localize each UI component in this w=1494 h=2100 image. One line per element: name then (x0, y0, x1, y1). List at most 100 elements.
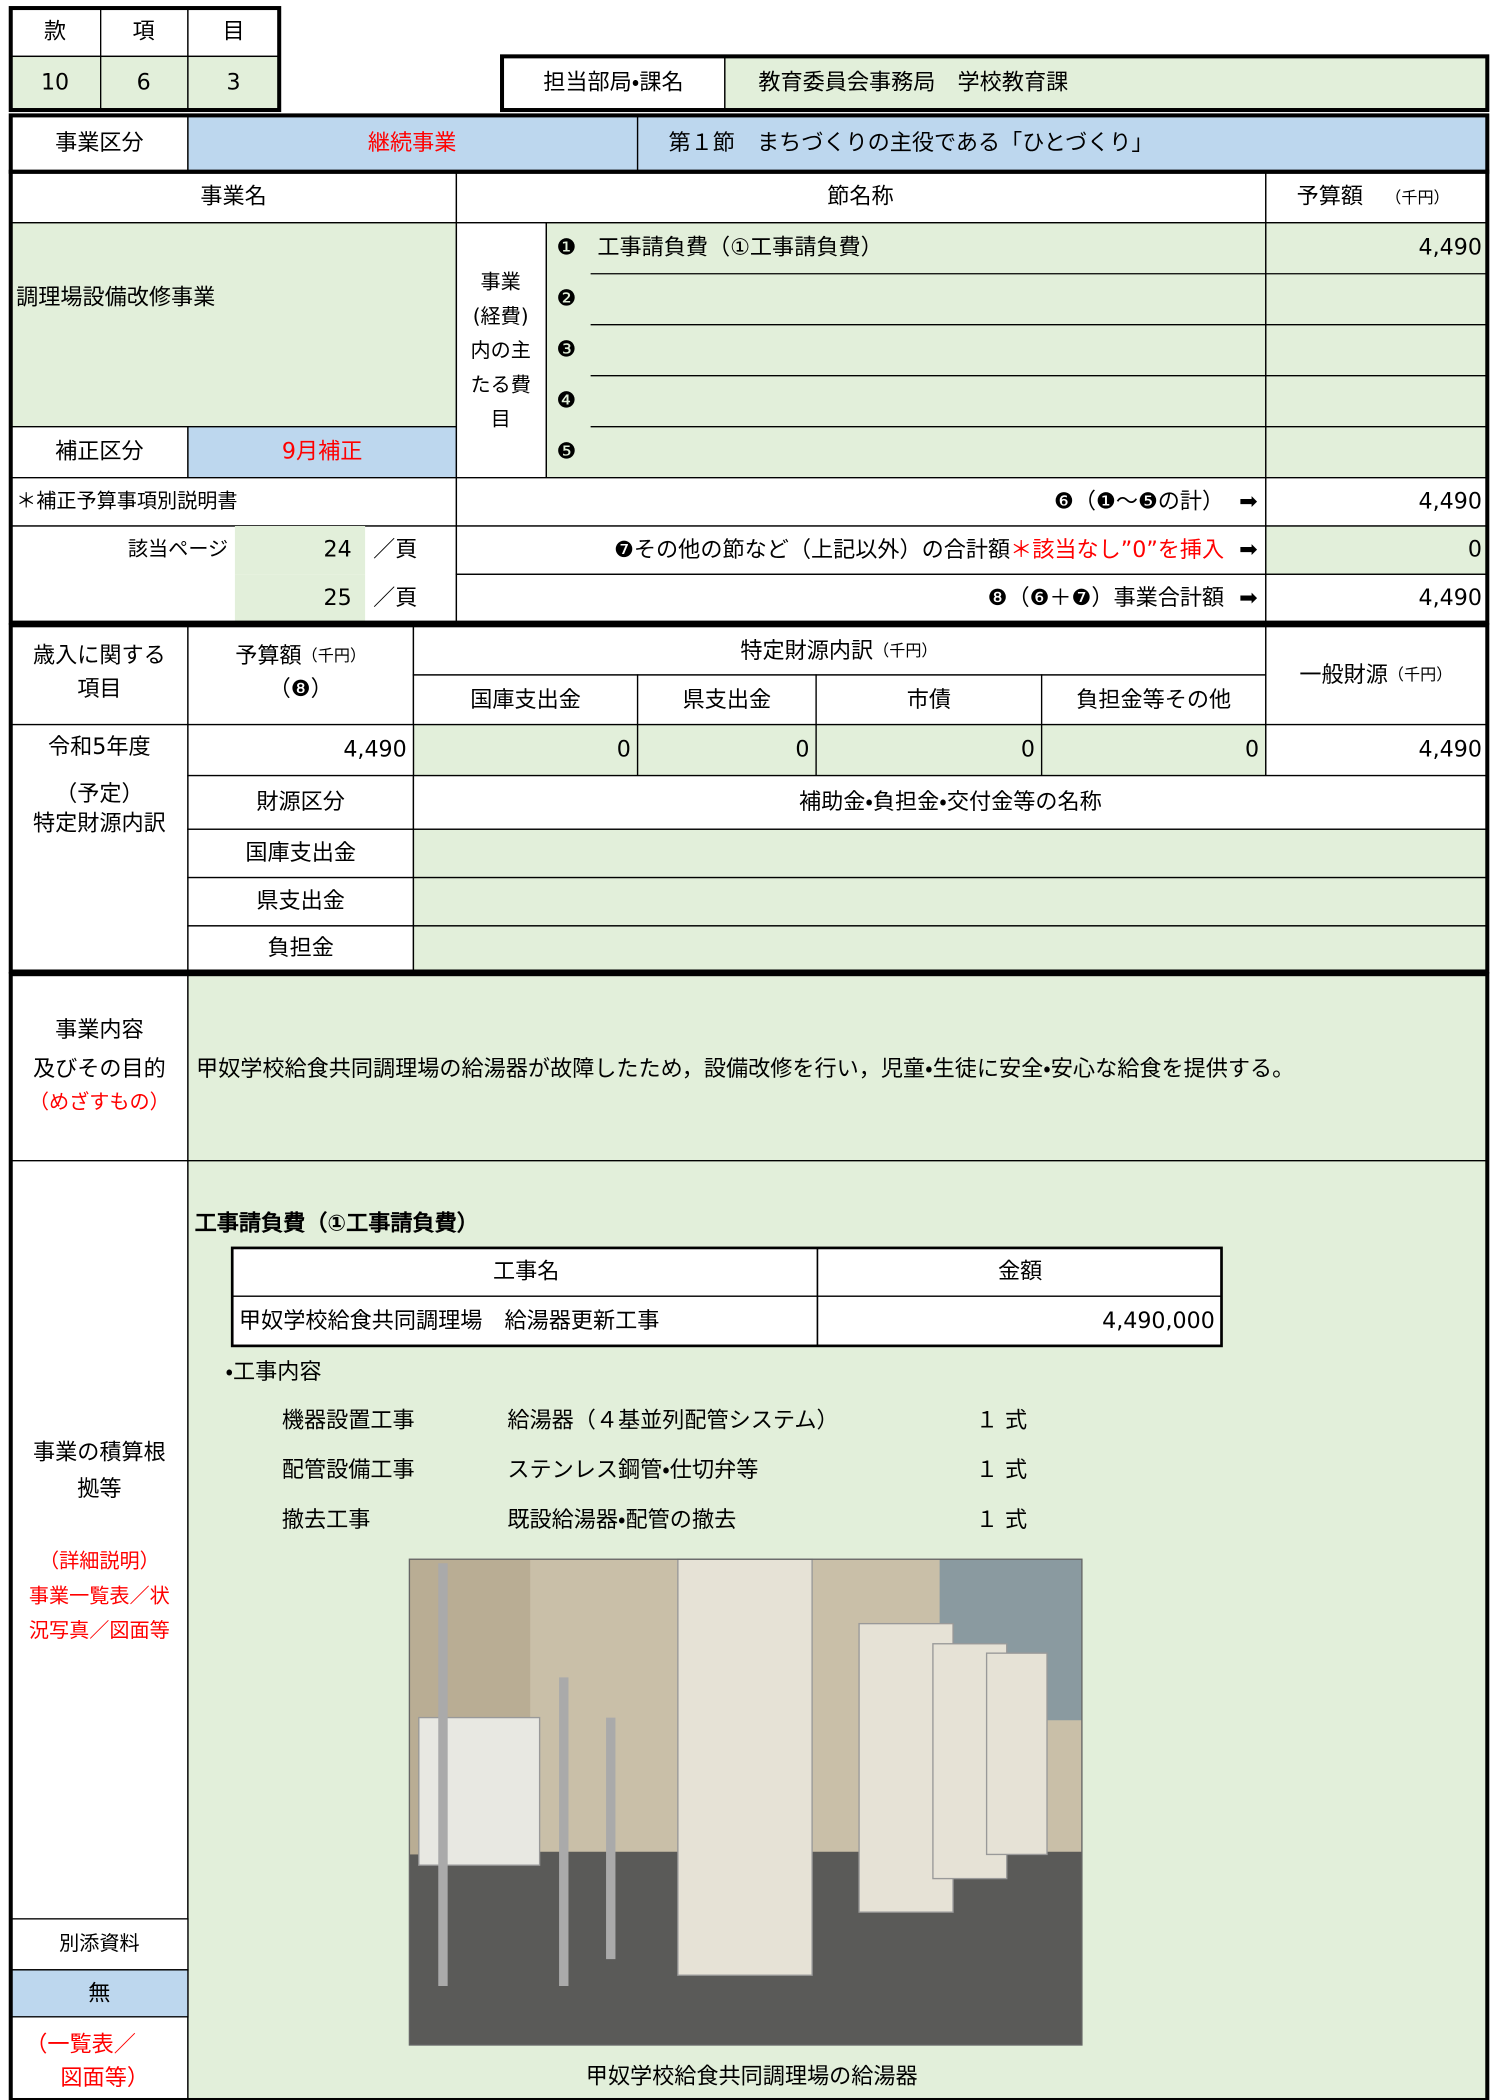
cell (10, 973, 189, 1162)
label: 継続事業 (368, 130, 457, 156)
label: 0 (617, 737, 631, 763)
label: 歳入に関する (33, 643, 166, 669)
cell (234, 526, 366, 575)
label: ➡ (1239, 585, 1258, 611)
label: ➡ (1239, 537, 1258, 563)
cell (10, 525, 458, 624)
label: ＊補正予算事項別説明書 (16, 488, 237, 512)
label: 一般財源 (1299, 661, 1388, 687)
label: 4,490 (1419, 737, 1482, 763)
cell (412, 624, 1267, 676)
label: 既設給湯器・配管の撤去 (507, 1507, 736, 1533)
label: １ 式 (976, 1507, 1027, 1533)
label: （詳細説明） (39, 1548, 160, 1572)
cell (455, 477, 1267, 527)
label: 款 (44, 19, 66, 45)
label: 国庫支出金 (470, 687, 581, 713)
label: 財源区分 (256, 789, 345, 815)
label: （千円） (1385, 188, 1449, 207)
label: 教育委員会事務局 学校教育課 (758, 70, 1068, 96)
label: 4,490 (343, 737, 406, 763)
cell (187, 114, 639, 173)
label: 25 (324, 585, 352, 611)
label: 4,490 (1419, 585, 1482, 611)
label: 予算額 (1297, 184, 1363, 210)
cell (724, 55, 1488, 111)
label: 10 (41, 70, 69, 96)
label: 目 (222, 19, 244, 45)
label: ＊該当なし”0”を挿入 (1010, 537, 1224, 563)
label: ❸ (557, 337, 577, 363)
cell (187, 973, 1488, 1162)
cell (187, 828, 415, 879)
cell (10, 1918, 189, 1971)
cell (1265, 477, 1488, 527)
cell (10, 171, 458, 224)
cell (1265, 222, 1488, 479)
border (8, 6, 282, 113)
label: 事業の積算根 (33, 1440, 166, 1466)
label: ／頁 (373, 585, 417, 611)
label: 及びその目的 (33, 1056, 166, 1082)
cell (187, 624, 415, 726)
label: 補助金・負担金・交付金等の名称 (799, 789, 1102, 815)
label: 24 (324, 537, 352, 563)
cell (455, 573, 1267, 624)
cell (816, 1247, 1223, 1297)
cell (10, 7, 102, 58)
cell (636, 674, 817, 726)
label: ❻（❶～❺の計） (1054, 488, 1224, 514)
cell (10, 55, 102, 111)
cell (10, 624, 189, 726)
label: １ 式 (976, 1408, 1027, 1434)
label: 4,490,000 (1102, 1308, 1215, 1334)
label: 0 (1468, 537, 1482, 563)
cell (187, 876, 415, 927)
label: 拠等 (77, 1476, 121, 1502)
label: 撤去工事 (282, 1507, 371, 1533)
label: 調理場設備改修事業 (16, 284, 215, 310)
label: 4,490 (1419, 235, 1482, 261)
label: たる費 (470, 372, 530, 396)
label: 機器設置工事 (282, 1408, 415, 1434)
label: 目 (491, 407, 511, 431)
cell (815, 674, 1043, 726)
label: 国庫支出金 (245, 840, 356, 866)
label: ➡ (1239, 488, 1258, 514)
cell (455, 525, 1267, 575)
label: 無 (88, 1980, 110, 2006)
label: 況写真／図面等 (29, 1618, 170, 1642)
label: ❺ (557, 439, 577, 465)
label: （❽） (269, 676, 333, 702)
label: 特定財源内訳 (740, 637, 873, 663)
label: 特定財源内訳（千円） (740, 637, 937, 663)
label: 事業区分 (55, 130, 144, 156)
label: 3 (227, 70, 241, 96)
label: ステンレス鋼管・仕切弁等 (507, 1457, 758, 1483)
cell (1040, 674, 1267, 726)
label: ❶ (557, 235, 577, 261)
cell (1040, 723, 1267, 777)
label: 内の主 (470, 338, 530, 362)
cell (234, 574, 366, 623)
label: ・工事内容 (226, 1359, 322, 1385)
border (230, 1246, 1223, 1348)
label: 0 (795, 737, 809, 763)
label: 担当部局・課名 (543, 70, 683, 96)
cell (1265, 573, 1488, 624)
label: 9月補正 (282, 439, 362, 465)
cell (412, 674, 639, 726)
label: （千円） (1388, 664, 1452, 683)
cell (412, 774, 1488, 830)
label: 事業名 (200, 184, 266, 210)
label: 予算額 (235, 643, 301, 669)
label: 配管設備工事 (282, 1457, 415, 1483)
label: ❹ (557, 388, 577, 414)
cell (10, 723, 189, 973)
cell (1265, 723, 1488, 777)
cell (545, 222, 1267, 479)
cell (816, 1295, 1223, 1347)
label: 給湯器（４基並列配管システム） (507, 1408, 838, 1434)
